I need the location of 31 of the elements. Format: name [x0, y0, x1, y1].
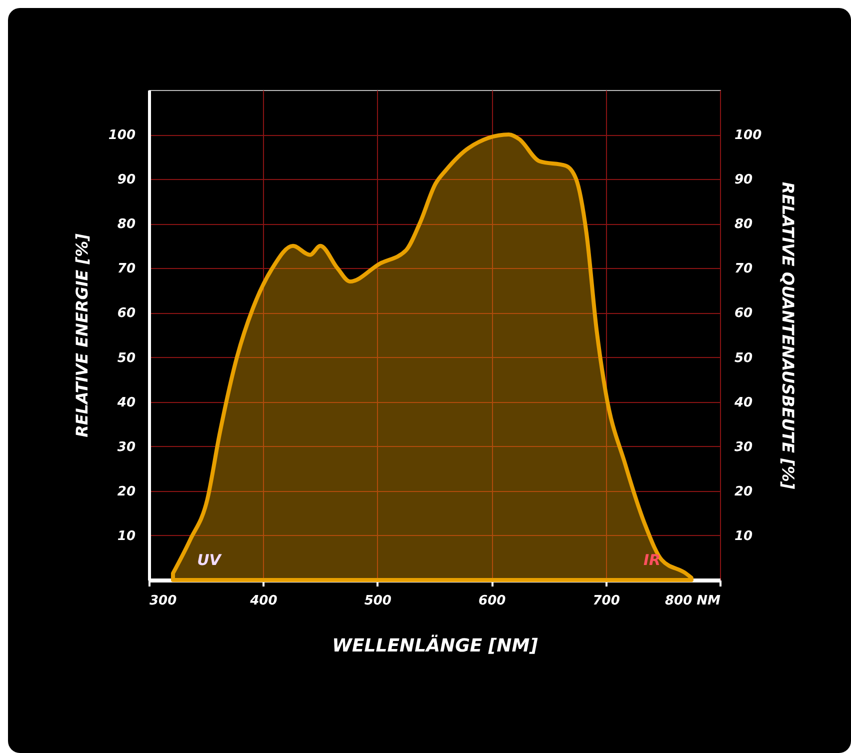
y2-tick-label: 10 [734, 528, 753, 544]
y-tick-label: 50 [117, 350, 136, 366]
x-tick-label: 800 NM [665, 594, 721, 608]
y-tick-label: 30 [117, 440, 136, 455]
x-tick-label: 600 [478, 594, 506, 608]
y-tick-label: 80 [117, 217, 136, 232]
y-tick-label: 20 [117, 484, 136, 500]
y2-tick-label: 20 [734, 484, 753, 500]
x-tick-label: 700 [592, 594, 620, 608]
y2-tick-label: 100 [734, 128, 762, 144]
annotation: IR [643, 551, 661, 569]
y-axis-title: RELATIVE ENERGIE [%] [72, 232, 92, 438]
x-tick-label: 400 [249, 594, 278, 608]
x-tick-label: 300 [150, 594, 177, 608]
y-tick-label: 100 [108, 128, 136, 144]
y2-tick-label: 80 [734, 217, 753, 232]
y-tick-label: 70 [117, 262, 136, 277]
y-tick-label: 40 [116, 395, 136, 410]
y-tick-label: 60 [117, 306, 136, 322]
x-axis-title: WELLENLÄNGE [NM] [332, 634, 539, 656]
y2-tick-label: 90 [734, 172, 753, 188]
y-tick-label: 90 [117, 172, 136, 188]
y2-tick-label: 70 [734, 262, 753, 277]
y2-tick-label: 50 [734, 350, 753, 366]
annotation: UV [197, 551, 222, 569]
y2-tick-label: 40 [734, 395, 753, 410]
y-tick-label: 10 [117, 528, 136, 544]
y2-tick-label: 30 [734, 440, 753, 455]
x-tick-label: 500 [364, 594, 392, 608]
y2-tick-label: 60 [734, 306, 753, 322]
y2-axis-title: RELATIVE QUANTENAUSBEUTE [%] [778, 182, 798, 490]
